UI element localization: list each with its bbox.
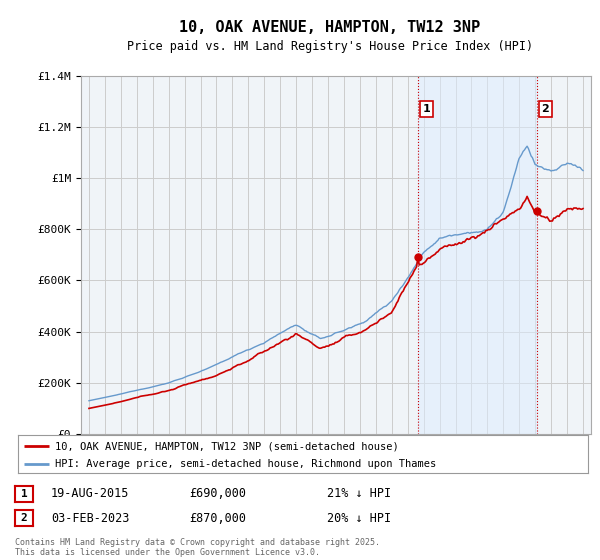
- Text: 2: 2: [20, 513, 28, 523]
- Text: 19-AUG-2015: 19-AUG-2015: [51, 487, 130, 501]
- Text: Contains HM Land Registry data © Crown copyright and database right 2025.
This d: Contains HM Land Registry data © Crown c…: [15, 538, 380, 557]
- Text: 21% ↓ HPI: 21% ↓ HPI: [327, 487, 391, 501]
- Text: HPI: Average price, semi-detached house, Richmond upon Thames: HPI: Average price, semi-detached house,…: [55, 459, 436, 469]
- Text: 1: 1: [20, 489, 28, 499]
- Bar: [418, 76, 536, 434]
- Text: Price paid vs. HM Land Registry's House Price Index (HPI): Price paid vs. HM Land Registry's House …: [127, 40, 533, 53]
- Text: 10, OAK AVENUE, HAMPTON, TW12 3NP (semi-detached house): 10, OAK AVENUE, HAMPTON, TW12 3NP (semi-…: [55, 441, 399, 451]
- Text: £870,000: £870,000: [189, 511, 246, 525]
- Text: 10, OAK AVENUE, HAMPTON, TW12 3NP: 10, OAK AVENUE, HAMPTON, TW12 3NP: [179, 20, 481, 35]
- Text: 1: 1: [422, 104, 430, 114]
- Text: 03-FEB-2023: 03-FEB-2023: [51, 511, 130, 525]
- Text: 2: 2: [541, 104, 549, 114]
- Text: £690,000: £690,000: [189, 487, 246, 501]
- Text: 20% ↓ HPI: 20% ↓ HPI: [327, 511, 391, 525]
